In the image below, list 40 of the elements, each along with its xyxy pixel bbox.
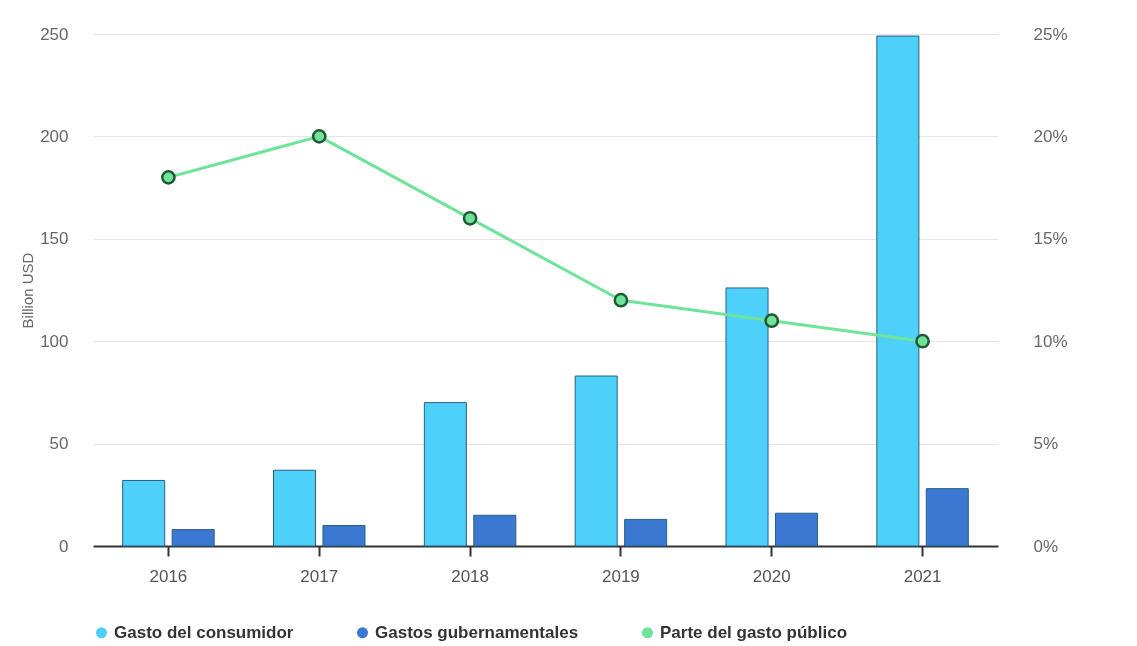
bar: [322, 525, 366, 547]
x-tick-label: 2016: [149, 566, 188, 586]
y-tick-label: 50: [49, 434, 69, 454]
point: [613, 292, 629, 308]
bar: [725, 287, 769, 547]
y2-tick-label: 0%: [1033, 536, 1059, 556]
x-tick-label: 2017: [300, 566, 339, 586]
point: [161, 170, 176, 185]
legend-label: Parte del gasto público: [660, 622, 848, 642]
bar: [473, 514, 517, 547]
bar: [122, 479, 166, 547]
legend-label: Gastos gubernamentales: [375, 622, 579, 642]
bar: [273, 469, 317, 547]
point: [462, 210, 478, 226]
y-tick-label: 150: [40, 229, 69, 249]
y2-tick-label: 15%: [1033, 229, 1068, 249]
y2-tick-label: 20%: [1033, 126, 1068, 146]
bar: [774, 512, 818, 547]
x-tick-label: 2021: [903, 566, 942, 586]
y-tick-label: 100: [40, 331, 69, 351]
y2-tick-label: 5%: [1033, 434, 1059, 454]
point: [764, 313, 780, 329]
x-tick-label: 2020: [752, 566, 791, 586]
bar: [925, 488, 969, 547]
point: [311, 129, 327, 144]
point: [915, 333, 930, 349]
bar: [624, 518, 668, 547]
x-tick-label: 2019: [602, 566, 640, 586]
y-tick-label: 0: [59, 536, 69, 556]
y2-tick-label: 25%: [1033, 24, 1068, 44]
legend-label: Gasto del consumidor: [114, 622, 294, 642]
y2-tick-label: 10%: [1033, 331, 1068, 351]
bar: [876, 35, 920, 547]
y-tick-label: 250: [40, 24, 69, 44]
y-axis-title: Billion USD: [19, 252, 37, 329]
y-tick-label: 200: [40, 126, 69, 146]
bar: [423, 402, 467, 547]
x-tick-label: 2018: [451, 566, 489, 586]
bar: [574, 375, 618, 547]
bar: [171, 529, 215, 547]
